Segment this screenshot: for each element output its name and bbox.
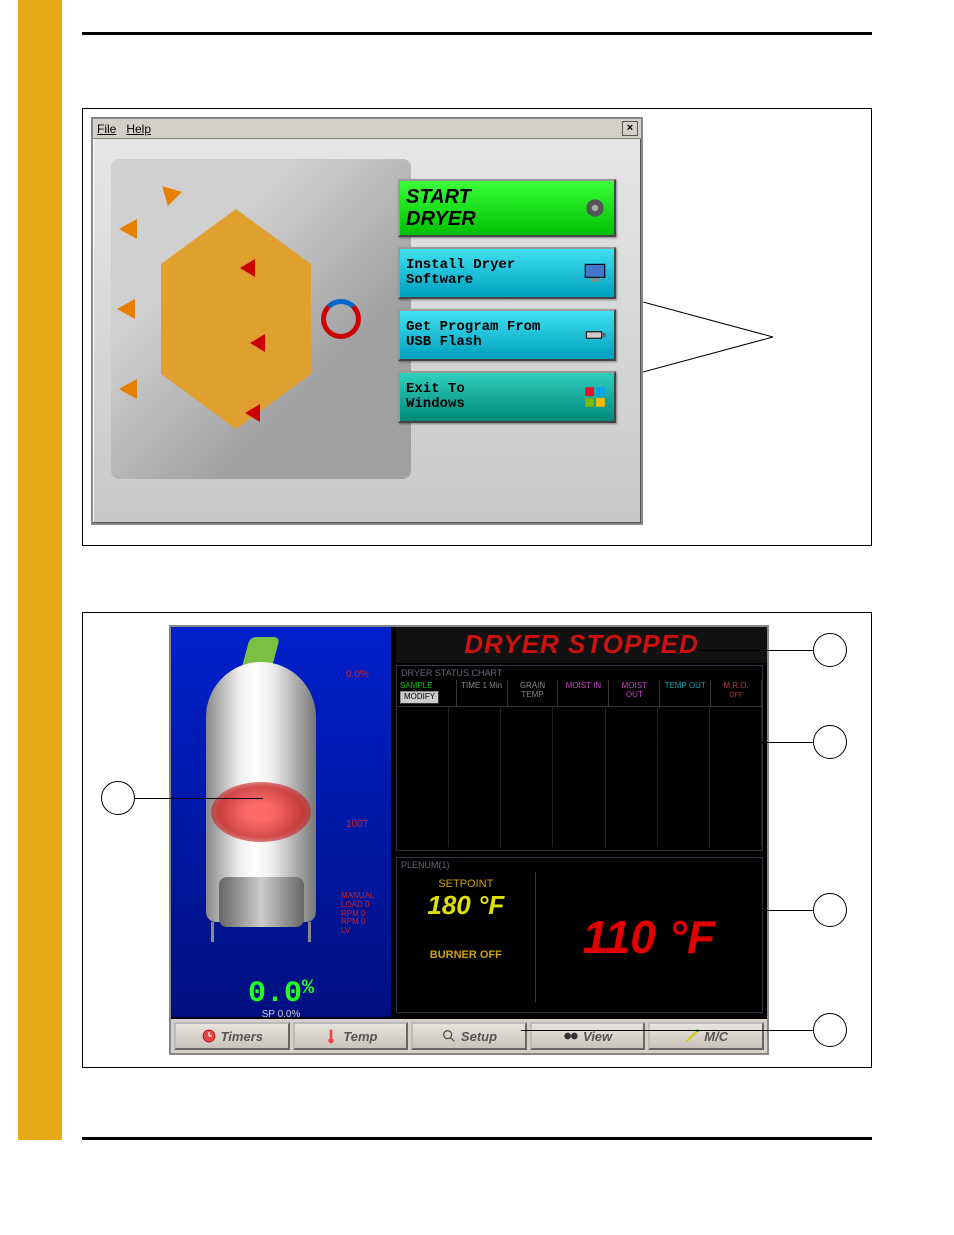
clock-icon (201, 1028, 217, 1044)
menubar: File Help (93, 119, 641, 139)
screenshot-frame-1: File Help × START DRYER Install Dryer So… (82, 108, 872, 546)
off-label: OFF (729, 692, 743, 699)
annotation-line (699, 650, 813, 651)
plenum-title: PLENUM(1) (397, 858, 762, 872)
annotation-line (521, 1030, 813, 1031)
callout-lines (643, 277, 783, 397)
menu-file[interactable]: File (97, 122, 116, 136)
heat-arrow-icon (241, 334, 265, 352)
heat-arrow-icon (236, 404, 260, 422)
col-moist-in: MOIST IN (558, 680, 609, 706)
thermometer-icon (323, 1028, 339, 1044)
scale-top-label: 0.0% (346, 669, 369, 680)
chart-body (397, 707, 762, 847)
start-dryer-button[interactable]: START DRYER (398, 179, 616, 237)
sidebar-gold-stripe (18, 0, 62, 1140)
exit-windows-button[interactable]: Exit To Windows (398, 371, 616, 423)
swirl-icon (321, 299, 361, 339)
plenum-left: SETPOINT 180 °F BURNER OFF (397, 872, 536, 1002)
timers-button[interactable]: Timers (174, 1022, 290, 1050)
annotation-line (741, 910, 813, 911)
view-button[interactable]: View (530, 1022, 646, 1050)
close-button[interactable]: × (622, 121, 638, 136)
rule-top (82, 32, 872, 35)
burner-status: BURNER OFF (397, 949, 535, 961)
dryer-illustration (111, 159, 411, 479)
annotation-circle-1 (813, 633, 847, 667)
exhaust-arrow-icon (148, 172, 182, 206)
col-temp-out: TEMP OUT (660, 680, 711, 706)
gear-icon (582, 195, 608, 221)
start-dryer-label: START DRYER (406, 186, 476, 230)
sample-label: SAMPLE (400, 681, 432, 690)
plenum-temp: 110 °F (583, 910, 716, 964)
annotation-line (135, 798, 263, 799)
plenum-right: 110 °F (536, 872, 762, 1002)
plenum-panel: PLENUM(1) SETPOINT 180 °F BURNER OFF 110… (396, 857, 763, 1013)
unload-percent: 0.0% (171, 977, 391, 1011)
annotation-circle-4 (813, 1013, 847, 1047)
screenshot-frame-2: 0.0% 100T MANUAL LOAD 0 RPM 0 RPM 0 LV 0… (82, 612, 872, 1068)
status-chart: DRYER STATUS CHART SAMPLE MODIFY TIME 1 … (396, 665, 763, 851)
percent-value: 0.0 (248, 977, 302, 1011)
mc-button[interactable]: M/C (648, 1022, 764, 1050)
setup-button[interactable]: Setup (411, 1022, 527, 1050)
install-label: Install Dryer Software (406, 258, 515, 289)
bottom-toolbar: Timers Temp Setup View M/C (171, 1019, 767, 1053)
status-banner: DRYER STOPPED (396, 627, 767, 663)
button-panel: START DRYER Install Dryer Software Get P… (398, 179, 616, 433)
tank-legs (211, 922, 311, 942)
setpoint-value: 180 °F (397, 890, 535, 921)
install-software-button[interactable]: Install Dryer Software (398, 247, 616, 299)
heat-arrow-icon (231, 259, 255, 277)
setpoint-label: SETPOINT (397, 878, 535, 890)
col-time: TIME 1 Min (457, 680, 508, 706)
exhaust-arrow-icon (111, 219, 137, 239)
exhaust-arrow-icon (111, 299, 135, 319)
chart-header: SAMPLE MODIFY TIME 1 Min GRAIN TEMP MOIS… (397, 680, 762, 707)
usb-program-button[interactable]: Get Program From USB Flash (398, 309, 616, 361)
col-grain: GRAIN TEMP (508, 680, 559, 706)
chart-title: DRYER STATUS CHART (397, 666, 762, 680)
tank-heat-glow (211, 782, 311, 842)
col-sample: SAMPLE MODIFY (397, 680, 457, 706)
mro-label: M.R.O. (723, 681, 748, 690)
scale-bot-label: MANUAL LOAD 0 RPM 0 RPM 0 LV (341, 892, 374, 936)
percent-unit: % (302, 977, 314, 1000)
annotation-circle-2 (813, 725, 847, 759)
scale-mid-label: 100T (346, 819, 369, 830)
usb-label: Get Program From USB Flash (406, 320, 540, 351)
usb-icon (582, 322, 608, 348)
operating-window: 0.0% 100T MANUAL LOAD 0 RPM 0 RPM 0 LV 0… (169, 625, 769, 1055)
annotation-line (627, 742, 813, 743)
annotation-circle-left (101, 781, 135, 815)
timers-label: Timers (221, 1029, 263, 1044)
magnify-icon (441, 1028, 457, 1044)
temp-label: Temp (343, 1029, 377, 1044)
menu-help[interactable]: Help (126, 122, 151, 136)
setup-label: Setup (461, 1029, 497, 1044)
modify-button[interactable]: MODIFY (400, 691, 439, 704)
annotation-circle-3 (813, 893, 847, 927)
col-mro: M.R.O. OFF (711, 680, 762, 706)
temp-button[interactable]: Temp (293, 1022, 409, 1050)
col-moist-out: MOIST OUT (609, 680, 660, 706)
grain-fill (161, 209, 311, 429)
exhaust-arrow-icon (111, 379, 137, 399)
boot-window: File Help × START DRYER Install Dryer So… (91, 117, 643, 525)
windows-icon (582, 384, 608, 410)
tank-base (219, 877, 304, 927)
exit-label: Exit To Windows (406, 382, 465, 413)
tank-panel: 0.0% 100T MANUAL LOAD 0 RPM 0 RPM 0 LV 0… (171, 627, 391, 1017)
computer-icon (582, 260, 608, 286)
rule-bottom (82, 1137, 872, 1140)
